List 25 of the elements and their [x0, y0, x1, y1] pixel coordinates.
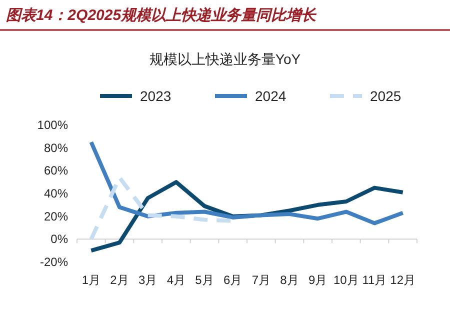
chart-title: 图表14：2Q2025规模以上快递业务量同比增长 — [6, 6, 318, 24]
x-tick-label: 8月 — [280, 273, 299, 287]
legend-label: 2024 — [255, 88, 286, 104]
y-tick-label: 100% — [37, 118, 68, 132]
legend-label: 2023 — [140, 88, 172, 104]
x-tick-label: 1月 — [82, 273, 101, 287]
x-tick-label: 11月 — [362, 273, 387, 287]
chart-subtitle: 规模以上快递业务量YoY — [149, 51, 302, 67]
y-tick-label: 60% — [44, 164, 68, 178]
x-tick-label: 5月 — [195, 273, 214, 287]
x-tick-label: 6月 — [223, 273, 242, 287]
x-tick-label: 12月 — [390, 273, 416, 287]
x-tick-label: 10月 — [333, 273, 359, 287]
y-tick-label: -20% — [40, 255, 68, 269]
x-tick-label: 9月 — [308, 273, 328, 287]
y-tick-label: 80% — [44, 140, 68, 155]
x-tick-label: 4月 — [166, 273, 186, 287]
x-tick-label: 7月 — [252, 273, 271, 287]
x-tick-label: 3月 — [138, 273, 158, 287]
y-tick-label: 0% — [50, 232, 68, 246]
x-tick-label: 2月 — [110, 273, 129, 287]
y-tick-label: 20% — [44, 209, 68, 224]
line-series — [89, 140, 405, 226]
legend-label: 2025 — [370, 88, 402, 104]
y-tick-label: 40% — [44, 186, 68, 200]
